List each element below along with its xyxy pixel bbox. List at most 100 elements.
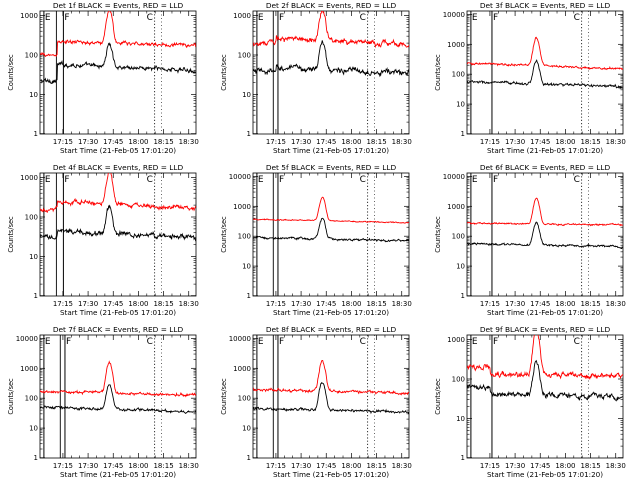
x-tick-label: 17:30 [291, 300, 311, 308]
x-tick-label: 18:15 [153, 138, 173, 146]
x-tick-label: 18:30 [392, 462, 412, 470]
events-series-line [253, 40, 409, 78]
events-series-line [467, 59, 623, 90]
marker-label-F: F [66, 337, 71, 347]
x-tick-label: 18:30 [179, 300, 199, 308]
y-tick-label: 1 [461, 292, 465, 300]
marker-label-F: F [64, 175, 69, 185]
x-tick-label: 18:30 [392, 300, 412, 308]
x-tick-label: 18:15 [366, 462, 386, 470]
y-tick-label: 1000 [447, 336, 465, 344]
y-tick-label: 1000 [233, 203, 251, 211]
y-tick-label: 1000 [233, 365, 251, 373]
marker-label-E: E [472, 13, 478, 23]
y-axis-label: Counts/sec [434, 54, 442, 91]
y-axis-label: Counts/sec [7, 378, 15, 415]
y-tick-label: 10 [456, 101, 465, 109]
marker-label-C: C [147, 13, 153, 23]
plot-frame [466, 334, 624, 459]
y-tick-label: 10000 [229, 173, 251, 181]
x-tick-label: 18:00 [128, 462, 148, 470]
x-tick-label: 17:30 [505, 300, 525, 308]
marker-label-E: E [472, 175, 478, 185]
x-tick-label: 17:45 [530, 462, 550, 470]
marker-label-E: E [258, 13, 264, 23]
plot-frame [39, 10, 197, 135]
y-tick-label: 1 [461, 130, 465, 138]
marker-label-F: F [493, 337, 498, 347]
x-axis-label: Start Time (21-Feb-05 17:01:20) [273, 470, 389, 479]
x-tick-label: 17:30 [291, 462, 311, 470]
x-axis-label: Start Time (21-Feb-05 17:01:20) [487, 308, 603, 317]
x-tick-label: 17:30 [291, 138, 311, 146]
detector-panel-6: Det 6f BLACK = Events, RED = LLD 1 10 100 10… [434, 163, 626, 317]
x-tick-label: 18:15 [580, 138, 600, 146]
plot-frame [466, 172, 624, 297]
y-tick-label: 1000 [447, 203, 465, 211]
x-tick-label: 17:15 [53, 138, 73, 146]
x-tick-label: 18:00 [128, 300, 148, 308]
marker-label-F: F [64, 13, 69, 23]
x-tick-label: 17:15 [266, 300, 286, 308]
y-tick-label: 1 [34, 292, 38, 300]
x-tick-label: 17:45 [316, 462, 336, 470]
events-series-line [253, 217, 409, 243]
y-axis-label: Counts/sec [7, 216, 15, 253]
y-tick-label: 100 [238, 233, 251, 241]
y-tick-label: 1000 [20, 174, 38, 182]
y-tick-label: 1000 [20, 365, 38, 373]
y-tick-label: 10 [29, 253, 38, 261]
events-series-line [40, 204, 196, 242]
y-tick-label: 100 [25, 395, 38, 403]
y-tick-label: 100 [238, 395, 251, 403]
detector-panel-2: Det 2f BLACK = Events, RED = LLD 1 10 100 10… [220, 1, 412, 155]
y-tick-label: 100 [25, 52, 38, 60]
x-tick-label: 17:30 [78, 462, 98, 470]
y-tick-label: 10000 [443, 173, 465, 181]
y-tick-label: 10 [29, 425, 38, 433]
marker-label-C: C [147, 175, 153, 185]
x-tick-label: 17:30 [505, 138, 525, 146]
x-tick-label: 17:15 [480, 138, 500, 146]
x-tick-label: 18:30 [179, 138, 199, 146]
events-series-line [467, 359, 623, 402]
x-tick-label: 18:15 [366, 138, 386, 146]
marker-label-E: E [472, 337, 478, 347]
x-axis-label: Start Time (21-Feb-05 17:01:20) [60, 146, 176, 155]
x-axis-label: Start Time (21-Feb-05 17:01:20) [487, 146, 603, 155]
y-tick-label: 100 [238, 52, 251, 60]
lld-series-line [253, 11, 409, 49]
x-axis-label: Start Time (21-Feb-05 17:01:20) [60, 470, 176, 479]
x-tick-label: 17:45 [103, 138, 123, 146]
panel-title: Det 8f BLACK = Events, RED = LLD [266, 325, 397, 334]
y-tick-label: 10 [242, 263, 251, 271]
events-series-line [467, 221, 623, 249]
lld-series-line [253, 196, 409, 224]
lld-series-line [467, 36, 623, 71]
y-tick-label: 100 [452, 376, 465, 384]
marker-label-E: E [258, 175, 264, 185]
panel-title: Det 4f BLACK = Events, RED = LLD [53, 163, 184, 172]
lld-series-line [40, 173, 196, 214]
marker-label-F: F [279, 337, 284, 347]
y-tick-label: 10000 [229, 335, 251, 343]
x-tick-label: 17:45 [316, 300, 336, 308]
x-tick-label: 17:45 [103, 300, 123, 308]
panel-title: Det 5f BLACK = Events, RED = LLD [266, 163, 397, 172]
y-tick-label: 10000 [16, 335, 38, 343]
x-tick-label: 17:15 [480, 462, 500, 470]
marker-label-C: C [574, 13, 580, 23]
events-series-line [253, 381, 409, 415]
x-tick-label: 18:15 [366, 300, 386, 308]
marker-label-E: E [45, 13, 51, 23]
x-axis-label: Start Time (21-Feb-05 17:01:20) [487, 470, 603, 479]
y-tick-label: 1 [247, 454, 251, 462]
y-tick-label: 1 [461, 454, 465, 462]
y-tick-label: 10 [242, 91, 251, 99]
x-axis-label: Start Time (21-Feb-05 17:01:20) [60, 308, 176, 317]
y-tick-label: 100 [25, 214, 38, 222]
plot-frame [252, 10, 410, 135]
x-tick-label: 17:15 [266, 138, 286, 146]
x-tick-label: 17:30 [505, 462, 525, 470]
